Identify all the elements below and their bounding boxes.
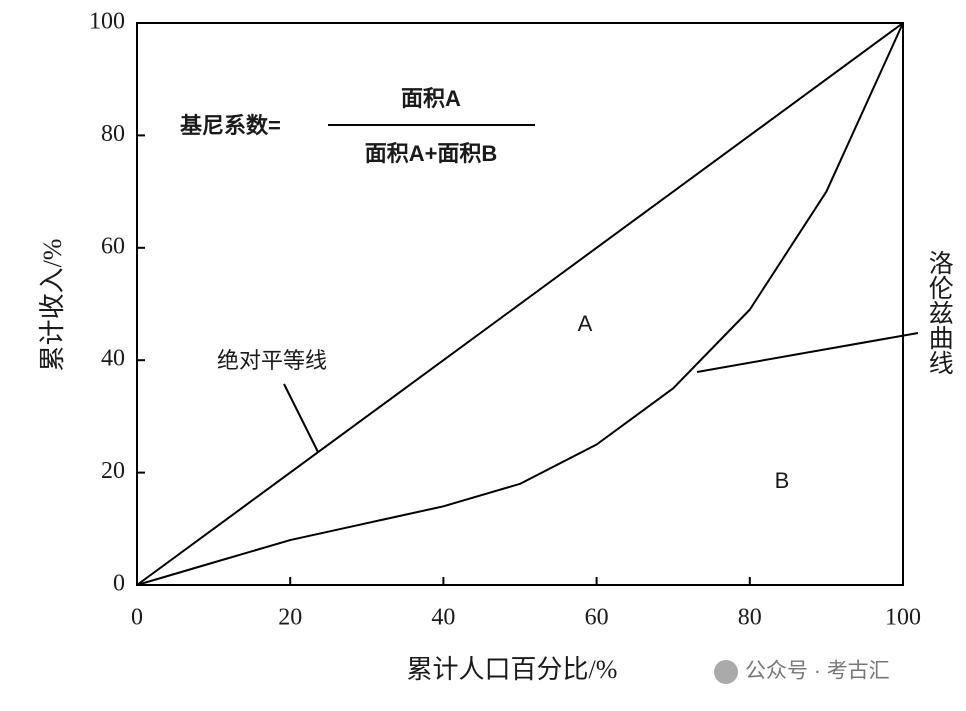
- y-tick-label: 20: [101, 458, 125, 484]
- watermark-icon: [714, 660, 738, 684]
- y-tick-label: 100: [89, 9, 125, 35]
- x-tick-label: 0: [131, 605, 143, 631]
- x-tick-label: 80: [738, 605, 762, 631]
- x-tick-label: 20: [278, 605, 302, 631]
- x-tick-label: 100: [885, 605, 921, 631]
- x-tick-label: 60: [585, 605, 609, 631]
- pointer-line: [283, 383, 319, 453]
- pointer-line: [696, 332, 919, 373]
- y-tick-label: 0: [113, 571, 125, 597]
- y-tick-label: 80: [101, 121, 125, 147]
- formula-numerator: 面积A: [401, 86, 461, 111]
- plot-frame: [136, 22, 904, 586]
- watermark: 公众号 · 考古汇: [745, 660, 890, 683]
- series-line: [136, 22, 904, 586]
- series-annotation: 绝对平等线: [217, 348, 327, 373]
- x-axis-label: 累计人口百分比/%: [407, 655, 618, 684]
- series-annotation: 洛伦兹曲线: [925, 250, 954, 375]
- formula-lhs: 基尼系数=: [180, 113, 281, 138]
- formula-denominator: 面积A+面积B: [365, 141, 498, 166]
- region-label: B: [775, 468, 790, 493]
- x-tick-label: 40: [431, 605, 455, 631]
- series-line: [136, 22, 904, 586]
- y-axis-label: 累计收入/%: [38, 239, 67, 372]
- y-tick-label: 60: [101, 233, 125, 259]
- y-tick-label: 40: [101, 346, 125, 372]
- region-label: A: [578, 311, 593, 336]
